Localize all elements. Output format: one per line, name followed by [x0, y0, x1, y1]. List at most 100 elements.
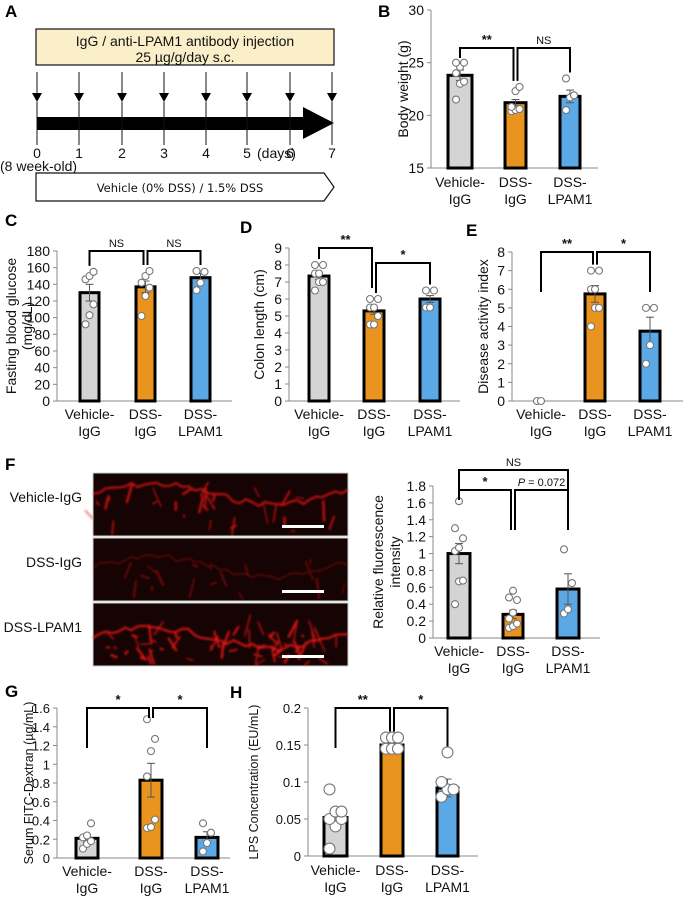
- scale-bar: [282, 655, 324, 658]
- fluorescent-strand: [111, 520, 115, 535]
- data-point: [150, 815, 160, 824]
- category-label: Vehicle-: [435, 174, 485, 190]
- y-tick-label: 0: [274, 393, 282, 409]
- fluorescent-strand: [292, 623, 298, 644]
- fluorescent-strand: [322, 500, 326, 522]
- category-label: DSS-: [375, 862, 409, 878]
- data-point: [318, 260, 328, 270]
- fluorescent-strand: [204, 488, 207, 509]
- data-point: [645, 341, 655, 350]
- data-point: [561, 106, 571, 115]
- y-tick-label: 3: [274, 342, 282, 358]
- fluorescent-strand: [252, 653, 263, 658]
- day0-note: (8 week-old): [0, 158, 77, 174]
- data-point: [425, 303, 435, 312]
- category-label-line2: IgG: [76, 880, 99, 896]
- y-tick-label: 0: [42, 393, 50, 409]
- y-tick-label: 0.6: [407, 579, 427, 595]
- fluorescent-strand: [148, 648, 156, 665]
- injection-label: IgG / anti-LPAM1 antibody injection: [76, 33, 294, 49]
- data-point: [504, 593, 514, 602]
- data-point: [146, 747, 156, 756]
- y-tick-label: 1: [418, 546, 426, 562]
- panel-f-micrographs: F Vehicle-IgG DSS-IgG DSS-LPAM1: [4, 455, 349, 667]
- day-label: 4: [202, 145, 210, 161]
- significance-label: NS: [109, 238, 124, 250]
- category-label-line2: IgG: [324, 879, 347, 895]
- y-tick-label: 140: [27, 276, 51, 292]
- timeline-bar: [37, 117, 303, 130]
- fluorescent-strand: [222, 630, 231, 649]
- y-axis-label-units: (mg/dL): [19, 302, 35, 350]
- category-label: DSS-: [413, 406, 447, 422]
- y-axis-label: Fasting blood glucose: [3, 258, 19, 394]
- bar-1: [134, 285, 157, 403]
- injection-dose: 25 µg/g/day s.c.: [135, 49, 234, 65]
- fluorescent-strand: [133, 634, 140, 648]
- y-tick-label: 8: [497, 244, 505, 260]
- data-point: [507, 102, 516, 111]
- fluorescent-strand: [140, 574, 151, 580]
- timeline-arrowhead-icon: [303, 107, 334, 139]
- y-tick-label: 0.05: [276, 812, 301, 827]
- y-tick-label: 0: [497, 393, 505, 409]
- bar-0: [78, 291, 101, 403]
- significance-label: NS: [506, 457, 521, 469]
- data-point: [451, 58, 461, 67]
- data-point: [202, 838, 212, 848]
- data-point: [567, 579, 577, 588]
- panel-label-f: F: [5, 455, 15, 474]
- data-point: [369, 303, 379, 312]
- category-label-line2: LPAM1: [178, 423, 223, 439]
- fluorescent-strand: [106, 497, 111, 501]
- data-point: [504, 614, 514, 623]
- data-point: [141, 291, 150, 301]
- arrowhead-icon: [159, 93, 169, 102]
- fluorescent-strand: [148, 624, 153, 645]
- category-label: DSS-: [553, 174, 587, 190]
- fluorescent-strand: [188, 577, 196, 599]
- fluorescent-strand: [110, 653, 118, 659]
- data-point: [391, 742, 405, 755]
- y-tick-label: 20: [34, 376, 50, 392]
- category-label: DSS-: [499, 174, 533, 190]
- fluorescent-strand: [185, 657, 195, 662]
- fluorescent-strand: [171, 635, 181, 649]
- fluorescent-strand: [124, 649, 129, 656]
- y-axis-label: Disease activity index: [475, 259, 491, 394]
- category-label-line2: IgG: [381, 879, 404, 895]
- y-axis-label: Colon length (cm): [251, 269, 267, 380]
- category-label: Vehicle-: [294, 406, 344, 422]
- fluorescent-strand: [155, 569, 165, 587]
- y-tick-label: 3: [497, 337, 505, 353]
- fluorescent-strand: [244, 563, 250, 577]
- category-label-line2: IgG: [363, 423, 386, 439]
- fluorescent-strand: [219, 571, 227, 586]
- row-label-dss-lpam1: DSS-LPAM1: [4, 619, 83, 635]
- category-label: DSS-: [633, 406, 667, 422]
- fluorescent-strand: [159, 647, 164, 651]
- fluorescent-strand: [244, 614, 252, 637]
- category-label: DSS-: [578, 406, 612, 422]
- fluorescent-strand: [253, 486, 260, 498]
- category-label: Vehicle-: [516, 406, 566, 422]
- data-point: [641, 303, 651, 312]
- data-point: [335, 805, 348, 818]
- panel-a-timeline: A IgG / anti-LPAM1 antibody injection 25…: [0, 2, 337, 202]
- fluorescent-edge: [92, 554, 349, 580]
- fluorescent-strand: [255, 659, 266, 666]
- bar-0: [446, 73, 474, 170]
- y-tick-label: 1: [497, 374, 505, 390]
- fluorescent-strand: [191, 563, 199, 569]
- fluorescent-strand: [146, 564, 157, 574]
- category-label-line2: IgG: [449, 191, 472, 207]
- day-label: 1: [75, 145, 83, 161]
- panel-h-lps-chart: H 0 0.05 0.1 0.15 0.2 LPS Concentration (EU/mL…: [230, 683, 478, 895]
- fluorescent-strand: [295, 496, 305, 500]
- fluorescent-strand: [262, 503, 269, 525]
- y-tick-label: 2: [274, 359, 282, 375]
- category-label-line2: LPAM1: [408, 423, 453, 439]
- significance-bracket: [596, 251, 651, 292]
